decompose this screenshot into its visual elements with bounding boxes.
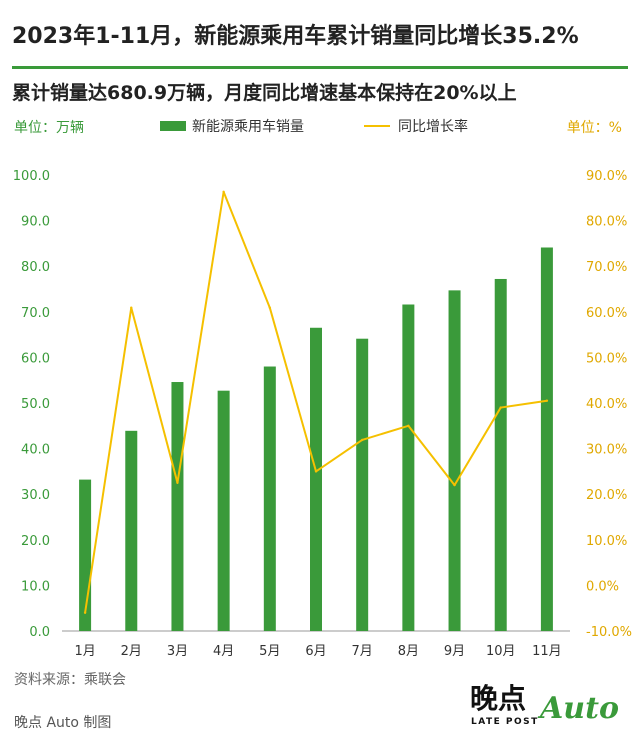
x-tick-label: 6月 bbox=[305, 644, 326, 659]
source-note: 资料来源：乘联会 bbox=[14, 672, 126, 688]
bar-2 bbox=[125, 430, 138, 631]
growth-point-4 bbox=[222, 190, 225, 194]
bar-8 bbox=[402, 304, 415, 631]
right-tick-label: 60.0% bbox=[586, 306, 627, 321]
bar-10 bbox=[494, 278, 507, 631]
legend-line-label: 同比增长率 bbox=[398, 119, 468, 135]
bar-9 bbox=[448, 290, 461, 631]
bar-3 bbox=[171, 382, 184, 631]
left-tick-label: 40.0 bbox=[21, 443, 50, 458]
left-tick-label: 80.0 bbox=[21, 260, 50, 275]
left-tick-label: 100.0 bbox=[13, 169, 50, 184]
x-tick-label: 11月 bbox=[532, 644, 562, 659]
left-tick-label: 50.0 bbox=[21, 397, 50, 412]
left-axis-unit: 单位：万辆 bbox=[14, 120, 84, 136]
right-tick-label: 30.0% bbox=[586, 443, 627, 458]
x-tick-label: 9月 bbox=[444, 644, 465, 659]
growth-point-8 bbox=[407, 424, 410, 427]
x-tick-label: 3月 bbox=[167, 644, 188, 659]
growth-point-5 bbox=[268, 306, 272, 309]
left-tick-label: 0.0 bbox=[29, 625, 50, 640]
left-tick-label: 90.0 bbox=[21, 215, 50, 230]
legend-item-line: 同比增长率 bbox=[364, 116, 468, 136]
growth-point-6 bbox=[314, 470, 318, 473]
right-tick-label: 40.0% bbox=[586, 397, 627, 412]
legend-bar-swatch bbox=[160, 121, 186, 131]
legend-item-bar: 新能源乘用车销量 bbox=[160, 116, 304, 136]
chart-subtitle: 累计销量达680.9万辆，月度同比增速基本保持在20%以上 bbox=[12, 82, 517, 104]
bar-5 bbox=[263, 366, 276, 631]
x-tick-label: 7月 bbox=[352, 644, 373, 659]
credit-note: 晚点 Auto 制图 bbox=[14, 715, 112, 731]
latepost-auto-logo: 晚点 LATE POST Auto bbox=[470, 682, 619, 727]
bar-6 bbox=[310, 327, 322, 631]
legend: 新能源乘用车销量 同比增长率 bbox=[160, 116, 528, 136]
growth-point-7 bbox=[360, 438, 364, 442]
svg-text:Auto: Auto bbox=[537, 691, 619, 726]
legend-bar-label: 新能源乘用车销量 bbox=[192, 119, 304, 135]
growth-point-1 bbox=[83, 611, 87, 614]
right-tick-label: -10.0% bbox=[586, 625, 632, 640]
growth-point-2 bbox=[130, 306, 133, 309]
x-tick-label: 10月 bbox=[486, 644, 516, 659]
bar-7 bbox=[356, 338, 369, 631]
x-tick-label: 5月 bbox=[259, 644, 280, 659]
right-tick-label: 70.0% bbox=[586, 260, 627, 275]
svg-text:LATE POST: LATE POST bbox=[471, 717, 539, 727]
left-tick-label: 20.0 bbox=[21, 534, 50, 549]
growth-point-3 bbox=[176, 481, 179, 484]
bar-4 bbox=[217, 390, 230, 631]
x-tick-label: 2月 bbox=[121, 644, 142, 659]
right-tick-label: 80.0% bbox=[586, 215, 627, 230]
left-tick-label: 70.0 bbox=[21, 306, 50, 321]
chart-plot: 0.0 10.0 20.0 30.0 40.0 50.0 60.0 70.0 80.0 90.0 1… bbox=[13, 169, 632, 659]
x-tick-label: 4月 bbox=[213, 644, 234, 659]
title-divider bbox=[12, 66, 628, 69]
left-tick-label: 10.0 bbox=[21, 579, 50, 594]
svg-text:晚点: 晚点 bbox=[470, 682, 526, 715]
left-tick-label: 60.0 bbox=[21, 351, 50, 366]
right-tick-label: 50.0% bbox=[586, 351, 627, 366]
right-axis-unit: 单位：% bbox=[566, 120, 622, 136]
x-tick-label: 8月 bbox=[398, 644, 419, 659]
growth-point-10 bbox=[499, 406, 502, 409]
right-tick-label: 10.0% bbox=[586, 534, 627, 549]
right-tick-label: 0.0% bbox=[586, 579, 619, 594]
x-tick-label: 1月 bbox=[74, 644, 95, 659]
left-tick-label: 30.0 bbox=[21, 488, 50, 503]
growth-point-9 bbox=[453, 483, 456, 487]
right-tick-label: 90.0% bbox=[586, 169, 627, 184]
legend-line-swatch bbox=[364, 125, 390, 127]
right-tick-label: 20.0% bbox=[586, 488, 627, 503]
bar-11 bbox=[540, 247, 553, 631]
chart-title: 2023年1-11月，新能源乘用车累计销量同比增长35.2% bbox=[12, 24, 579, 49]
growth-point-11 bbox=[545, 399, 549, 402]
